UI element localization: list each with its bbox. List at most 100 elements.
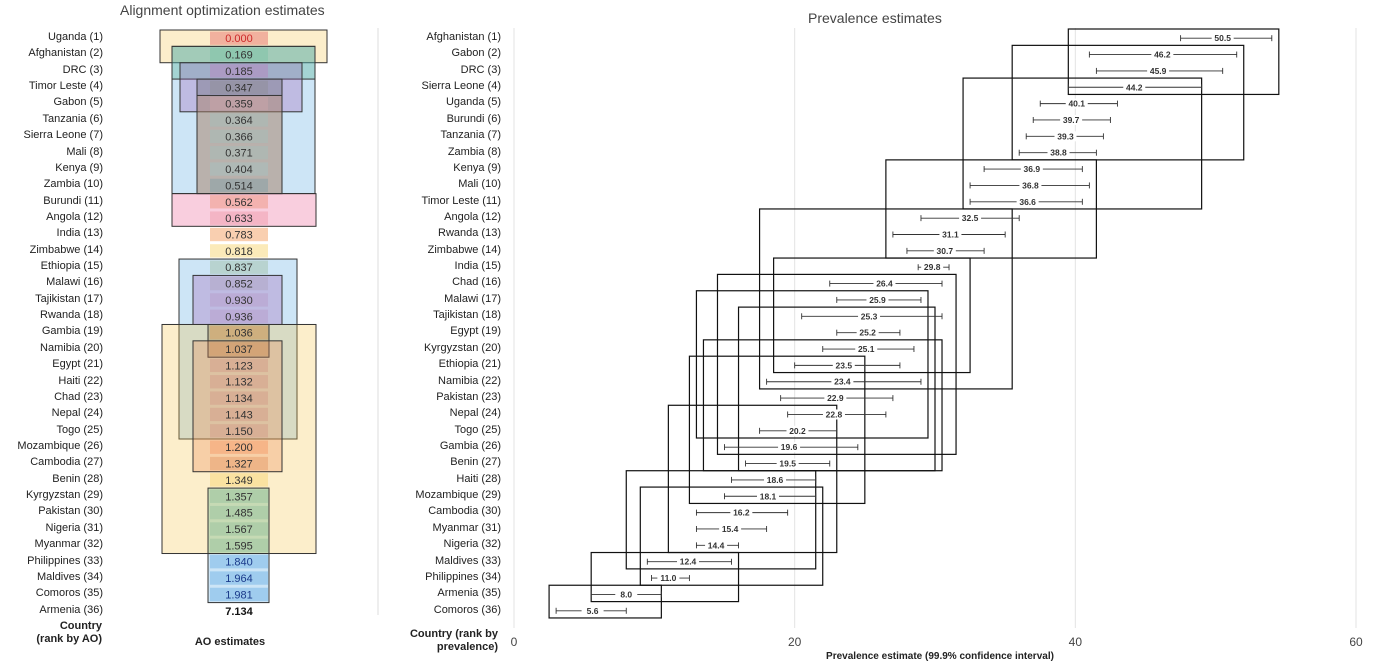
data-label: 32.5 bbox=[962, 213, 979, 223]
ao-country-label: DRC (3) bbox=[62, 63, 103, 76]
data-label: 45.9 bbox=[1150, 66, 1167, 76]
ao-value-cell bbox=[210, 244, 268, 258]
ao-value-cell bbox=[210, 293, 268, 307]
ao-value-cell bbox=[210, 456, 268, 471]
data-label: 46.2 bbox=[1154, 50, 1171, 60]
ao-country-label: India (13) bbox=[56, 227, 103, 240]
ao-value-cell bbox=[210, 522, 268, 536]
prevalence-country-label: Nigeria (32) bbox=[443, 538, 501, 551]
data-label-bg bbox=[615, 589, 638, 600]
x-tick-label: 60 bbox=[1349, 635, 1363, 649]
data-label: 38.8 bbox=[1050, 148, 1067, 158]
prevalence-country-label: Haiti (28) bbox=[456, 472, 501, 485]
ao-country-label: Mozambique (26) bbox=[17, 440, 103, 452]
data-label: 15.4 bbox=[722, 524, 739, 534]
ao-value: 1.349 bbox=[225, 475, 253, 487]
prevalence-panel: Prevalence estimates Afghanistan (1) Gabo… bbox=[380, 0, 1383, 664]
ao-country-label: Gabon (5) bbox=[53, 96, 103, 109]
ao-row-header: Country (rank by AO) bbox=[36, 620, 102, 645]
ao-value: 0.169 bbox=[225, 50, 253, 62]
ao-value: 1.567 bbox=[225, 524, 253, 536]
ao-value: 0.347 bbox=[225, 82, 253, 94]
ao-country-label: Myanmar (32) bbox=[34, 538, 103, 551]
data-label: 22.9 bbox=[827, 393, 844, 403]
data-label-bg bbox=[1147, 65, 1170, 76]
ao-value: 0.371 bbox=[225, 148, 253, 160]
data-label-bg bbox=[822, 409, 845, 420]
ao-value: 1.840 bbox=[225, 557, 253, 569]
ao-value: 1.981 bbox=[225, 589, 253, 601]
ao-value-cell bbox=[210, 325, 268, 340]
prevalence-chart: 0 20 40 60 50.5 46.2 45.9 44.2 40.1 39.7 39.3 38.8 3… bbox=[511, 28, 1363, 649]
prevalence-country-label: India (15) bbox=[454, 260, 501, 273]
data-label-bg bbox=[1019, 180, 1042, 191]
prevalence-country-label: Cambodia (30) bbox=[428, 505, 501, 518]
ao-estimates-table: 0.000 0.169 0.185 0.347 0.359 0.364 0.366 0.371… bbox=[159, 28, 379, 618]
prevalence-country-label: Philippines (34) bbox=[425, 570, 501, 583]
ao-country-label: Ethiopia (15) bbox=[40, 260, 103, 273]
data-label-bg bbox=[832, 360, 855, 371]
ao-country-label: Timor Leste (4) bbox=[28, 80, 103, 93]
ao-value-cell bbox=[210, 96, 268, 111]
ao-value-cell bbox=[210, 604, 268, 618]
prevalence-group-box bbox=[773, 257, 971, 374]
ao-value-cell bbox=[210, 587, 268, 602]
data-label-bg bbox=[1047, 147, 1070, 158]
ao-value: 1.132 bbox=[225, 377, 253, 389]
prevalence-group-box bbox=[590, 551, 740, 603]
data-label-bg bbox=[831, 376, 854, 387]
data-label-bg bbox=[824, 393, 847, 404]
ao-value: 0.364 bbox=[225, 115, 253, 127]
ao-country-label: Egypt (21) bbox=[52, 358, 103, 371]
prevalence-panel-title: Prevalence estimates bbox=[808, 10, 942, 26]
ao-value: 0.562 bbox=[225, 197, 253, 209]
ao-value: 1.036 bbox=[225, 328, 253, 340]
data-label: 25.3 bbox=[861, 311, 878, 321]
prevalence-country-label: Afghanistan (1) bbox=[426, 31, 501, 43]
ao-value: 0.514 bbox=[225, 180, 253, 192]
prevalence-country-label: Timor Leste (11) bbox=[421, 194, 501, 207]
data-label-bg bbox=[705, 540, 728, 551]
ao-country-label: Gambia (19) bbox=[41, 325, 103, 338]
prevalence-group-box bbox=[962, 77, 1203, 210]
ao-country-label: Rwanda (18) bbox=[40, 309, 103, 322]
ao-value: 0.818 bbox=[225, 246, 253, 258]
prevalence-country-label: Zambia (8) bbox=[447, 145, 501, 158]
data-label-bg bbox=[1151, 49, 1174, 60]
data-label: 36.8 bbox=[1022, 180, 1039, 190]
ao-country-label: Zimbabwe (14) bbox=[29, 243, 103, 256]
ao-value-cell bbox=[210, 113, 268, 127]
ao-country-label: Burundi (11) bbox=[43, 194, 103, 207]
prevalence-group-box bbox=[758, 208, 1013, 390]
ao-value: 1.123 bbox=[225, 360, 253, 372]
ao-country-label: Togo (25) bbox=[56, 423, 103, 436]
ao-value: 0.366 bbox=[225, 131, 253, 143]
ao-value: 1.357 bbox=[225, 491, 253, 503]
data-label: 31.1 bbox=[942, 230, 959, 240]
data-label: 50.5 bbox=[1214, 33, 1231, 43]
data-label-bg bbox=[786, 425, 809, 436]
prevalence-country-label: Armenia (35) bbox=[437, 587, 501, 600]
prevalence-ylabel: Country (rank by prevalence) bbox=[409, 628, 498, 653]
data-label-bg bbox=[866, 294, 889, 305]
prevalence-country-label: Namibia (22) bbox=[438, 374, 501, 387]
prevalence-country-label: Sierra Leone (4) bbox=[421, 80, 502, 93]
prevalence-country-label: Tanzania (7) bbox=[440, 129, 501, 142]
ao-value-cell bbox=[210, 391, 268, 405]
data-label-bg bbox=[657, 573, 680, 584]
ao-value-cell bbox=[210, 571, 268, 585]
ao-country-label: Maldives (34) bbox=[36, 570, 103, 583]
prevalence-country-label: Rwanda (13) bbox=[438, 227, 501, 240]
prevalence-country-label: Pakistan (23) bbox=[436, 390, 501, 403]
ao-value: 0.185 bbox=[225, 66, 253, 78]
data-label: 30.7 bbox=[937, 246, 954, 256]
ao-value-cell bbox=[210, 505, 268, 520]
x-tick-label: 40 bbox=[1069, 635, 1083, 649]
prevalence-group-box bbox=[639, 486, 824, 586]
data-label-bg bbox=[757, 491, 780, 502]
data-label-bg bbox=[764, 474, 787, 485]
ao-column-header: AO estimates bbox=[194, 636, 266, 648]
data-label: 25.2 bbox=[859, 328, 876, 338]
ao-country-label: Tanzania (6) bbox=[42, 112, 103, 125]
data-label-bg bbox=[959, 213, 982, 224]
